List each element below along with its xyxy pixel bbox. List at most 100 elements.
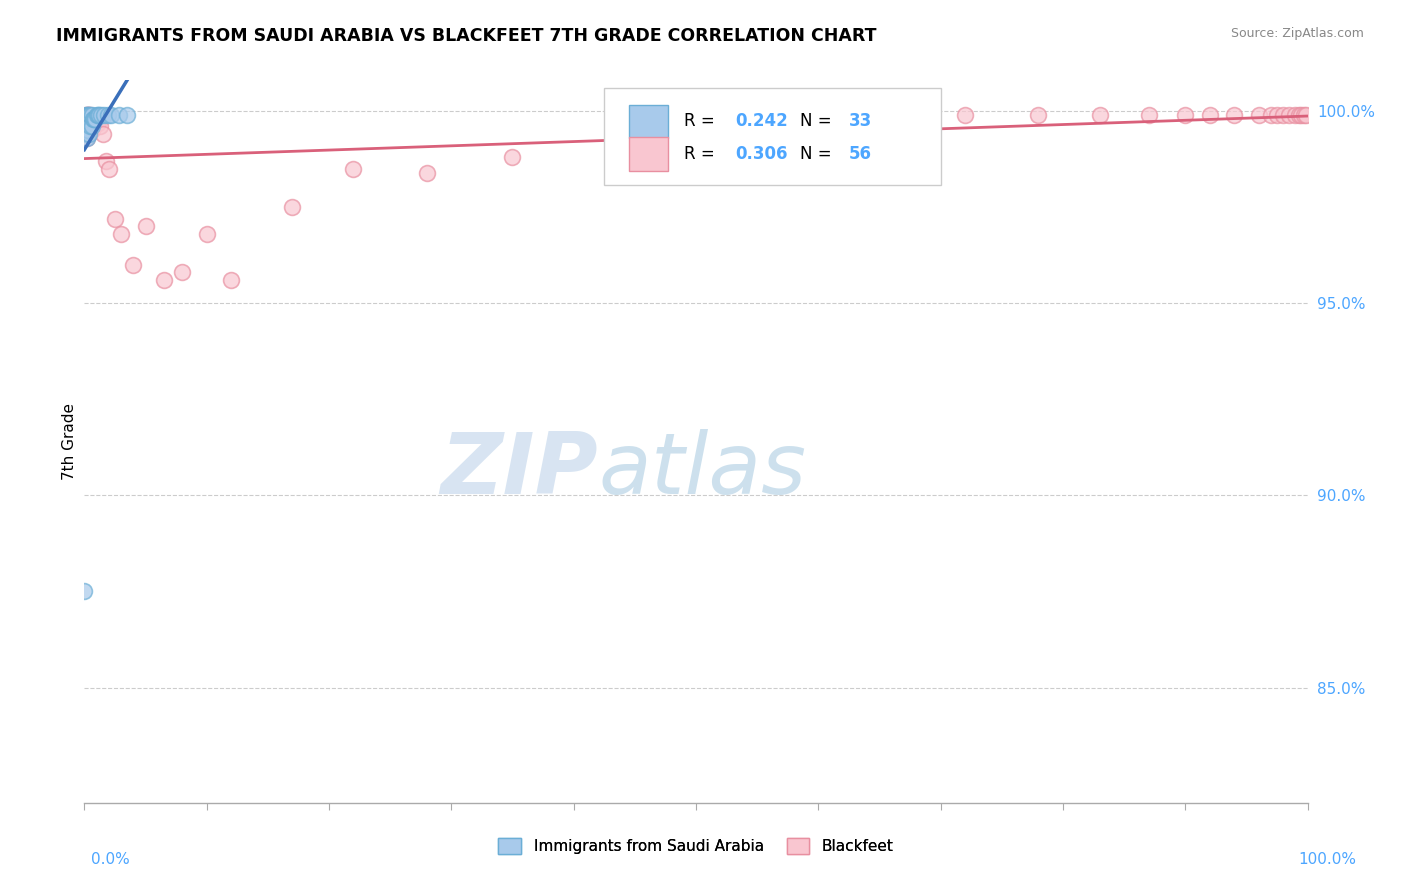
Point bbox=[77, 123, 100, 137]
Point bbox=[87, 115, 110, 129]
Text: 100.0%: 100.0% bbox=[1299, 852, 1357, 867]
Point bbox=[83, 120, 105, 134]
Text: 0.0%: 0.0% bbox=[91, 852, 131, 867]
Point bbox=[100, 108, 122, 122]
Point bbox=[110, 227, 132, 241]
Point bbox=[1295, 108, 1317, 122]
FancyBboxPatch shape bbox=[628, 105, 668, 138]
Point bbox=[79, 108, 101, 122]
Point bbox=[1278, 108, 1301, 122]
Point bbox=[76, 108, 98, 122]
Point bbox=[1198, 108, 1220, 122]
Point bbox=[75, 108, 97, 122]
Point bbox=[869, 108, 891, 122]
Text: atlas: atlas bbox=[598, 429, 806, 512]
Point bbox=[75, 112, 97, 126]
Point bbox=[75, 115, 97, 129]
Point bbox=[87, 108, 110, 122]
Point bbox=[1028, 108, 1050, 122]
Point bbox=[93, 108, 115, 122]
Point bbox=[89, 120, 111, 134]
Point bbox=[77, 115, 100, 129]
Point bbox=[953, 108, 976, 122]
Point bbox=[342, 161, 364, 176]
Text: R =: R = bbox=[683, 145, 720, 163]
Point bbox=[1292, 108, 1315, 122]
Point bbox=[96, 153, 118, 168]
Point bbox=[79, 120, 101, 134]
Point bbox=[75, 120, 97, 134]
Point bbox=[75, 112, 97, 126]
Point bbox=[91, 127, 114, 141]
Point bbox=[77, 127, 100, 141]
Point bbox=[82, 115, 104, 129]
Point bbox=[77, 127, 100, 141]
Point bbox=[502, 150, 524, 164]
Point bbox=[90, 108, 112, 122]
Point bbox=[83, 112, 105, 126]
Point bbox=[135, 219, 157, 234]
FancyBboxPatch shape bbox=[628, 137, 668, 170]
Point bbox=[1265, 108, 1288, 122]
Point bbox=[76, 123, 98, 137]
Text: N =: N = bbox=[800, 145, 837, 163]
Point bbox=[86, 108, 108, 122]
Point bbox=[77, 115, 100, 129]
Point bbox=[79, 115, 101, 129]
Point bbox=[79, 108, 101, 122]
Legend: Immigrants from Saudi Arabia, Blackfeet: Immigrants from Saudi Arabia, Blackfeet bbox=[492, 832, 900, 860]
Point bbox=[115, 108, 138, 122]
Text: 56: 56 bbox=[849, 145, 872, 163]
Point bbox=[76, 131, 98, 145]
Point bbox=[77, 108, 100, 122]
Point bbox=[122, 258, 145, 272]
Text: ZIP: ZIP bbox=[440, 429, 598, 512]
Point bbox=[172, 265, 194, 279]
Point bbox=[76, 112, 98, 126]
Point bbox=[80, 120, 103, 134]
Point bbox=[1247, 108, 1270, 122]
Point bbox=[80, 108, 103, 122]
Point bbox=[281, 200, 304, 214]
Point bbox=[1284, 108, 1306, 122]
Text: N =: N = bbox=[800, 112, 837, 130]
Point bbox=[1223, 108, 1246, 122]
Point bbox=[1291, 108, 1313, 122]
Point bbox=[195, 227, 218, 241]
Point bbox=[97, 108, 120, 122]
Point bbox=[73, 584, 96, 599]
FancyBboxPatch shape bbox=[605, 87, 941, 185]
Point bbox=[80, 112, 103, 126]
Point bbox=[77, 120, 100, 134]
Text: Source: ZipAtlas.com: Source: ZipAtlas.com bbox=[1230, 27, 1364, 40]
Point bbox=[76, 131, 98, 145]
Point bbox=[1174, 108, 1197, 122]
Text: R =: R = bbox=[683, 112, 720, 130]
Point bbox=[76, 108, 98, 122]
Point bbox=[77, 108, 100, 122]
Point bbox=[80, 123, 103, 137]
Point bbox=[76, 115, 98, 129]
Point bbox=[75, 120, 97, 134]
Point bbox=[75, 127, 97, 141]
Point bbox=[82, 112, 104, 126]
Point bbox=[1272, 108, 1295, 122]
Point bbox=[77, 108, 100, 122]
Point bbox=[87, 108, 110, 122]
Point bbox=[84, 115, 107, 129]
Point bbox=[219, 273, 242, 287]
Point bbox=[76, 115, 98, 129]
Point bbox=[97, 161, 120, 176]
Point bbox=[1137, 108, 1160, 122]
Text: 0.306: 0.306 bbox=[735, 145, 787, 163]
Y-axis label: 7th Grade: 7th Grade bbox=[62, 403, 77, 480]
Point bbox=[747, 123, 769, 137]
Point bbox=[1260, 108, 1282, 122]
Point bbox=[107, 108, 129, 122]
Text: 0.242: 0.242 bbox=[735, 112, 787, 130]
Point bbox=[86, 115, 108, 129]
Point bbox=[84, 112, 107, 126]
Point bbox=[416, 165, 439, 179]
Point bbox=[76, 123, 98, 137]
Point bbox=[77, 115, 100, 129]
